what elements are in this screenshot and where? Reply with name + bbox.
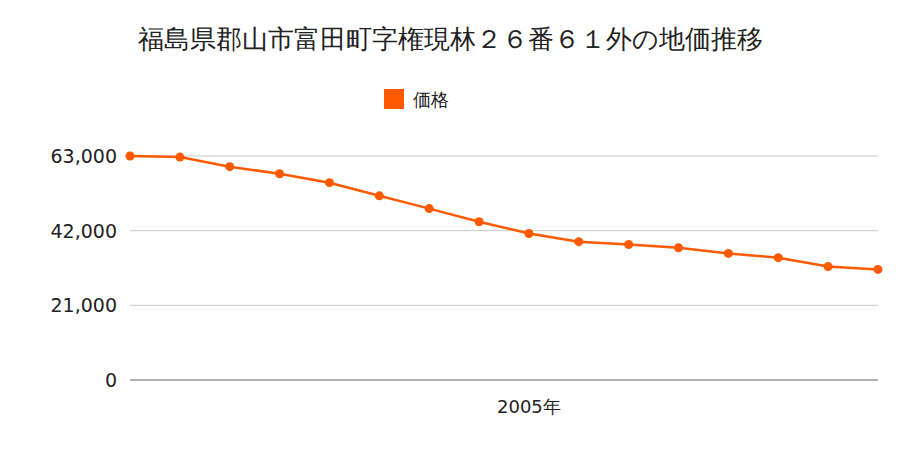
data-point (574, 237, 583, 246)
data-point (475, 217, 484, 226)
data-point (175, 153, 184, 162)
data-point (375, 191, 384, 200)
data-point (724, 249, 733, 258)
x-axis-line (130, 380, 878, 381)
y-tick-label: 21,000 (51, 294, 117, 316)
data-point (524, 229, 533, 238)
x-tick-label: 2005年 (497, 396, 561, 417)
grid-line (130, 380, 878, 381)
data-point (126, 152, 135, 161)
data-point (624, 240, 633, 249)
grid-line (130, 305, 878, 306)
y-axis: 0 21,000 42,000 63,000 (51, 145, 878, 391)
plot-area (126, 152, 883, 274)
chart: 福島県郡山市富田町字権現林２６番６１外の地価推移 0 21,000 42,000 63,… (0, 0, 900, 450)
chart-container: 福島県郡山市富田町字権現林２６番６１外の地価推移 0 21,000 42,000 63,… (0, 0, 900, 450)
data-point (674, 243, 683, 252)
data-point (275, 169, 284, 178)
data-point (425, 204, 434, 213)
data-point (824, 262, 833, 271)
y-tick-label: 42,000 (51, 220, 117, 242)
grid-line (130, 230, 878, 231)
data-point (874, 265, 883, 274)
y-tick-label: 0 (105, 369, 117, 391)
data-point (774, 253, 783, 262)
legend-label: 価格 (413, 89, 449, 110)
legend-swatch (384, 89, 404, 109)
grid-line (130, 156, 878, 157)
legend: 価格 (384, 89, 449, 110)
data-point (325, 178, 334, 187)
title: 福島県郡山市富田町字権現林２６番６１外の地価推移 (138, 24, 763, 54)
data-point (225, 162, 234, 171)
y-tick-label: 63,000 (51, 145, 117, 167)
series-line (130, 156, 878, 269)
